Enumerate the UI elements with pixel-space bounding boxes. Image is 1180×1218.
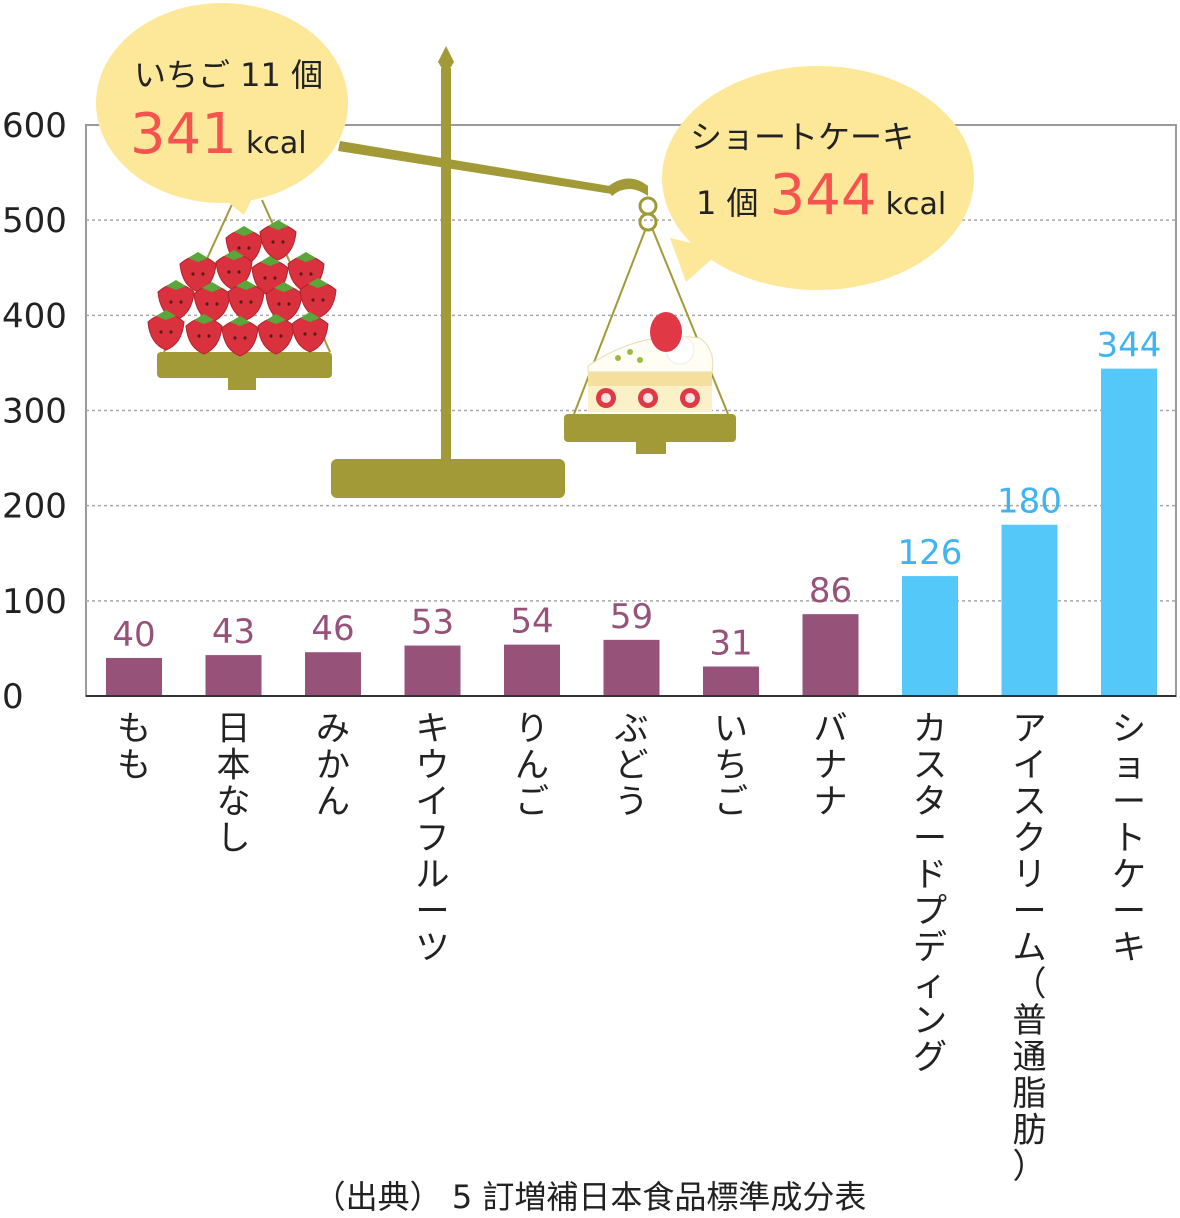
y-tick-label: 400	[2, 296, 67, 336]
right-bubble-value-line: 1 個 344 kcal	[696, 163, 946, 228]
data-label: 54	[510, 602, 553, 642]
right-bubble-line1: ショートケーキ	[690, 118, 914, 156]
category-label: ぶどう	[615, 709, 649, 822]
bars	[106, 368, 1157, 696]
data-label: 126	[898, 533, 963, 573]
bar	[703, 666, 759, 696]
bar	[603, 639, 660, 696]
data-label: 344	[1097, 326, 1162, 366]
category-label: バナナ	[814, 709, 848, 822]
right-bubble-value: 344	[770, 163, 877, 228]
y-tick-label: 200	[2, 487, 67, 527]
bar	[1001, 524, 1058, 696]
y-tick-label: 300	[2, 392, 67, 432]
left-bubble-value-line: 341 kcal	[130, 102, 307, 167]
category-label: 日本なし	[217, 709, 251, 859]
category-label: りんご	[515, 709, 549, 822]
source-note: （出典） 5 訂増補日本食品標準成分表	[314, 1178, 867, 1216]
y-tick-label: 0	[2, 677, 24, 717]
y-axis-ticks: 0 100 200 300 400 500 600	[2, 106, 67, 717]
category-label: カスタードプディング	[913, 709, 947, 1078]
category-label: アイスクリーム（普通脂肪）	[1013, 709, 1047, 1187]
data-label: 86	[809, 571, 852, 611]
data-label: 53	[411, 603, 454, 643]
bar	[902, 576, 958, 696]
category-label: もも	[117, 709, 151, 786]
category-labels: もも 日本なし みかん キウイフルーツ りんご ぶどう いちご バナナ カスタードプディング アイ…	[117, 709, 1146, 1187]
data-label: 43	[212, 612, 255, 652]
data-label: 180	[997, 482, 1062, 522]
y-tick-label: 500	[2, 201, 67, 241]
left-bubble-unit: kcal	[246, 126, 307, 161]
data-label: 46	[311, 609, 354, 649]
category-label: いちご	[714, 709, 748, 822]
bar	[802, 614, 859, 696]
bar	[106, 657, 162, 696]
data-label: 31	[709, 623, 752, 663]
left-bubble-value: 341	[130, 102, 237, 167]
bar	[1101, 368, 1157, 696]
bar	[305, 652, 361, 696]
category-label: ショートケーキ	[1112, 709, 1146, 968]
data-labels: 40 43 46 53 54 59 31 86 126 180 344	[112, 326, 1161, 664]
bar	[504, 644, 560, 696]
right-bubble-unit: kcal	[886, 187, 947, 222]
category-label: キウイフルーツ	[416, 709, 450, 968]
left-bubble-line1: いちご 11 個	[134, 56, 323, 94]
data-label: 40	[112, 615, 155, 655]
strawberries-icon	[147, 220, 337, 357]
gridlines	[86, 219, 1176, 602]
bar	[404, 645, 461, 696]
shortcake-icon	[587, 312, 714, 412]
left-annotation-bubble: いちご 11 個 341 kcal	[96, 3, 348, 215]
right-annotation-bubble: ショートケーキ 1 個 344 kcal	[662, 66, 974, 290]
bar	[205, 655, 262, 696]
right-bubble-prefix: 1 個	[696, 184, 759, 222]
category-label: みかん	[316, 709, 350, 822]
data-label: 59	[610, 597, 653, 637]
y-tick-label: 100	[2, 582, 67, 622]
y-tick-label: 600	[2, 106, 67, 146]
